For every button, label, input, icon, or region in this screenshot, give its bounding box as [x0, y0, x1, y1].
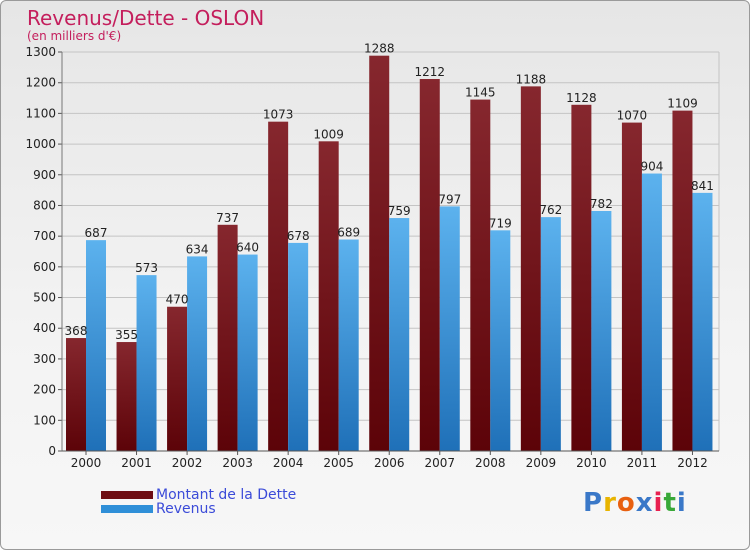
data-label-revenus: 689: [337, 226, 360, 240]
y-tick-label: 1100: [25, 106, 56, 120]
chart-subtitle: (en milliers d'€): [27, 29, 122, 43]
bar-dette: [520, 86, 541, 452]
bar-revenus: [136, 275, 157, 451]
data-label-dette: 1073: [263, 108, 294, 122]
data-label-revenus: 634: [186, 242, 209, 256]
x-tick-label: 2004: [273, 456, 304, 470]
bar-dette: [369, 55, 390, 452]
bar-dette: [217, 224, 238, 451]
bar-revenus: [187, 256, 208, 451]
x-tick-label: 2009: [526, 456, 557, 470]
x-tick-label: 2007: [424, 456, 455, 470]
logo-letter: t: [663, 488, 677, 518]
y-tick-label: 400: [33, 321, 56, 335]
y-tick-label: 800: [33, 198, 56, 212]
y-tick-label: 1200: [25, 76, 56, 90]
y-tick-label: 1000: [25, 137, 56, 151]
data-label-revenus: 678: [287, 229, 310, 243]
data-label-dette: 368: [65, 324, 88, 338]
data-label-dette: 470: [166, 293, 189, 307]
legend-label-revenus: Revenus: [156, 501, 216, 517]
logo-letter: i: [676, 488, 687, 518]
x-tick-label: 2001: [121, 456, 152, 470]
data-label-dette: 1009: [313, 127, 344, 141]
logo-letter: P: [583, 488, 604, 518]
bar-dette: [66, 338, 86, 451]
y-tick-label: 600: [33, 260, 56, 274]
data-label-revenus: 904: [640, 160, 663, 174]
x-tick-label: 2008: [475, 456, 506, 470]
data-label-revenus: 687: [85, 226, 108, 240]
y-tick-label: 700: [33, 229, 56, 243]
data-label-revenus: 841: [691, 179, 714, 193]
y-tick-label: 500: [33, 291, 56, 305]
bar-revenus: [389, 218, 410, 451]
data-label-revenus: 782: [590, 197, 613, 211]
data-label-dette: 355: [115, 328, 138, 342]
data-label-dette: 1288: [364, 42, 395, 56]
logo-letter: r: [603, 488, 617, 518]
data-label-revenus: 640: [236, 241, 259, 255]
bar-dette: [470, 99, 491, 452]
logo-letter: i: [653, 488, 664, 518]
legend-swatch-revenus: [101, 505, 153, 513]
x-tick-label: 2006: [374, 456, 405, 470]
y-tick-label: 1300: [25, 45, 56, 59]
chart-title: Revenus/Dette - OSLON: [27, 6, 265, 30]
bar-dette: [419, 79, 440, 452]
x-tick-label: 2012: [677, 456, 708, 470]
data-label-dette: 1070: [617, 109, 648, 123]
data-label-dette: 1188: [516, 72, 547, 86]
y-tick-label: 0: [48, 444, 56, 458]
bar-revenus: [86, 240, 106, 451]
data-label-dette: 1109: [667, 97, 698, 111]
bar-dette: [621, 122, 642, 451]
x-tick-label: 2011: [627, 456, 658, 470]
bar-revenus: [641, 173, 662, 451]
bar-dette: [167, 306, 188, 451]
x-tick-label: 2005: [323, 456, 354, 470]
bar-revenus: [338, 239, 359, 451]
data-label-dette: 1212: [414, 65, 445, 79]
logo-letter: o: [616, 488, 636, 518]
bar-dette: [116, 342, 137, 451]
y-tick-label: 200: [33, 383, 56, 397]
legend-swatch-debt: [101, 491, 153, 499]
bar-dette: [672, 110, 693, 451]
bar-dette: [268, 121, 289, 451]
y-tick-label: 100: [33, 413, 56, 427]
proxiti-logo: Proxiti: [583, 488, 687, 518]
x-tick-label: 2003: [222, 456, 253, 470]
x-tick-label: 2000: [71, 456, 102, 470]
data-label-dette: 1128: [566, 91, 597, 105]
data-label-revenus: 719: [489, 216, 512, 230]
bar-revenus: [237, 254, 258, 451]
legend-label-debt: Montant de la Dette: [156, 487, 297, 503]
data-label-dette: 737: [216, 211, 239, 225]
x-tick-label: 2010: [576, 456, 607, 470]
y-tick-label: 300: [33, 352, 56, 366]
bar-revenus: [288, 242, 309, 451]
data-label-revenus: 797: [438, 192, 461, 206]
data-label-dette: 1145: [465, 86, 496, 100]
logo-letter: x: [635, 488, 654, 518]
data-label-revenus: 759: [388, 204, 411, 218]
x-tick-label: 2002: [172, 456, 203, 470]
bar-revenus: [490, 230, 511, 451]
y-tick-label: 900: [33, 168, 56, 182]
bar-revenus: [540, 217, 561, 451]
bar-dette: [571, 104, 592, 451]
data-label-revenus: 762: [539, 203, 562, 217]
bar-dette: [318, 141, 339, 451]
bar-revenus: [439, 206, 460, 451]
bar-revenus: [591, 210, 612, 451]
bar-revenus: [692, 192, 713, 451]
data-label-revenus: 573: [135, 261, 158, 275]
